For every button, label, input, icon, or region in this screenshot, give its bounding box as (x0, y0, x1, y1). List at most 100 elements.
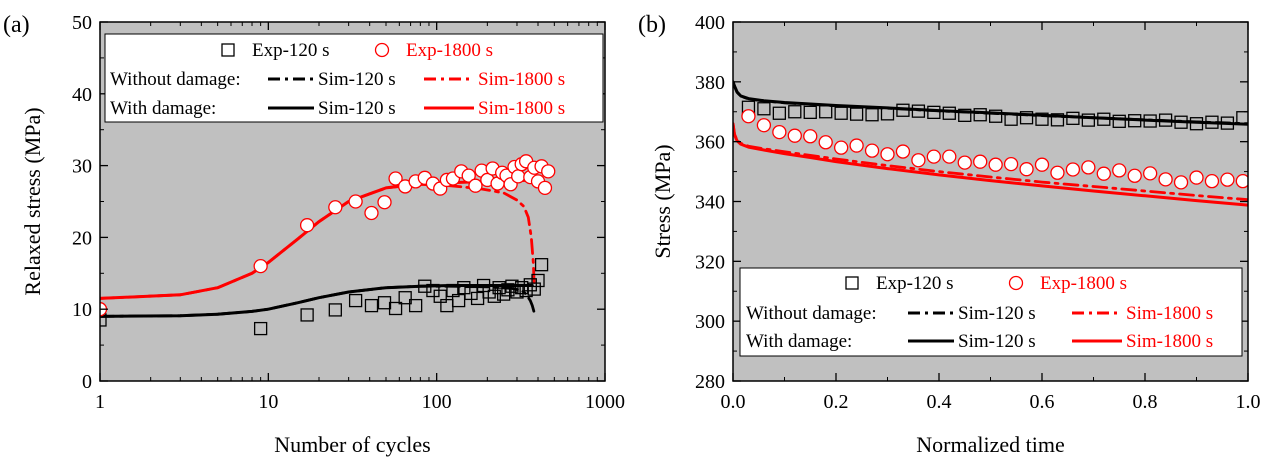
y-tick-label: 20 (72, 227, 92, 249)
x-tick-label: 100 (422, 391, 452, 413)
point-exp-120-s (942, 106, 956, 120)
point-exp-1800-s (1173, 175, 1189, 190)
point-exp-1800-s (895, 144, 911, 159)
x-tick-label: 1.0 (1236, 391, 1261, 413)
point-exp-1800-s (364, 205, 379, 221)
point-exp-1800-s (377, 195, 392, 210)
point-exp-120-s (1143, 114, 1157, 128)
point-exp-120-s (497, 287, 511, 301)
x-tick-label: 10 (258, 391, 278, 413)
point-exp-120-s (433, 289, 447, 303)
point-exp-1800-s (1065, 162, 1081, 177)
legend-group-with-damage: With damage: (746, 331, 852, 352)
point-exp-120-s (388, 301, 403, 316)
point-exp-1800-s (772, 124, 787, 140)
point-exp-1800-s (803, 129, 818, 144)
point-exp-1800-s (299, 218, 315, 233)
series-line-sim-1800-s-with-damage (733, 122, 1248, 207)
point-exp-120-s (534, 258, 549, 272)
point-exp-1800-s (911, 153, 926, 168)
point-exp-1800-s (818, 135, 833, 150)
legend-label-sim-120-s-without-damage: Sim-120 s (958, 303, 1036, 324)
point-exp-120-s (834, 106, 848, 120)
point-exp-1800-s (1034, 157, 1050, 172)
point-exp-120-s (487, 289, 501, 303)
y-tick-label: 0 (82, 371, 92, 393)
legend-label-exp-120-s: Exp-120 s (252, 40, 330, 61)
point-exp-1800-s (957, 155, 972, 170)
y-axis-label: Stress (MPa) (650, 144, 675, 258)
point-exp-120-s (482, 285, 496, 299)
legend-label-sim-1800-s-without-damage: Sim-1800 s (478, 69, 565, 90)
point-exp-1800-s (1019, 162, 1034, 177)
point-exp-120-s (1236, 111, 1248, 125)
legend-marker-exp-1800-s (1008, 275, 1024, 291)
legend-label-exp-120-s: Exp-120 s (876, 273, 954, 294)
point-exp-120-s (501, 283, 515, 297)
y-tick-label: 40 (72, 84, 92, 106)
point-exp-120-s (1035, 112, 1049, 126)
chart-panel-b: 0.0 0.2 0.4 0.6 0.8 1.0 280 300 320 340 360 380 400 (… (638, 12, 1261, 457)
legend-label-sim-1800-s-with-damage: Sim-1800 s (478, 98, 565, 119)
point-exp-120-s (1019, 111, 1034, 125)
point-exp-120-s (408, 298, 423, 313)
point-exp-1800-s (988, 157, 1003, 172)
point-exp-1800-s (1143, 166, 1158, 181)
point-exp-1800-s (973, 154, 988, 169)
point-exp-1800-s (541, 164, 556, 179)
panel-label: (b) (638, 12, 666, 38)
point-exp-1800-s (880, 147, 895, 162)
legend: Exp-120 s Exp-1800 s Without damage: Sim-12… (739, 267, 1243, 357)
point-exp-1800-s (741, 109, 756, 124)
point-exp-1800-s (1235, 174, 1248, 189)
point-exp-120-s (1158, 113, 1173, 127)
point-exp-120-s (1004, 112, 1018, 126)
series-line-sim-120-s-with-damage (733, 80, 1248, 126)
point-exp-1800-s (864, 143, 880, 158)
point-exp-1800-s (1204, 174, 1220, 189)
point-exp-1800-s (511, 169, 526, 184)
point-exp-120-s (1128, 114, 1142, 128)
point-exp-120-s (989, 109, 1003, 123)
x-tick-label: 0.2 (824, 391, 849, 413)
point-exp-120-s (1112, 114, 1126, 128)
y-tick-label: 10 (72, 299, 92, 321)
point-exp-120-s (788, 105, 802, 119)
point-exp-120-s (973, 108, 987, 122)
point-exp-120-s (1097, 112, 1111, 126)
point-exp-120-s (328, 303, 342, 317)
legend-label-sim-120-s-without-damage: Sim-120 s (318, 69, 396, 90)
point-exp-1800-s (849, 138, 864, 153)
point-exp-120-s (300, 308, 314, 322)
legend-group-without-damage: Without damage: (110, 69, 241, 90)
legend-label-exp-1800-s: Exp-1800 s (1040, 273, 1127, 294)
point-exp-120-s (849, 107, 864, 121)
x-tick-label: 0.4 (927, 391, 952, 413)
point-exp-120-s (1205, 115, 1219, 129)
point-exp-120-s (911, 104, 926, 118)
legend-group-without-damage: Without damage: (746, 303, 877, 324)
point-exp-1800-s (756, 118, 772, 133)
x-tick-label: 1 (95, 391, 105, 413)
x-tick-label: 0.6 (1030, 391, 1055, 413)
point-exp-120-s (927, 105, 941, 119)
legend-marker-exp-1800-s (374, 42, 390, 58)
point-exp-1800-s (468, 178, 483, 193)
point-exp-120-s (958, 108, 972, 122)
point-exp-120-s (819, 105, 833, 119)
point-exp-120-s (418, 279, 432, 293)
point-exp-120-s (100, 313, 107, 327)
legend-label-sim-120-s-with-damage: Sim-120 s (958, 331, 1036, 352)
point-exp-120-s (364, 298, 379, 313)
y-tick-label: 280 (695, 371, 725, 393)
point-exp-120-s (527, 282, 541, 296)
point-exp-120-s (253, 321, 268, 336)
point-exp-1800-s (348, 194, 363, 209)
x-tick-label: 1000 (585, 391, 625, 413)
point-exp-120-s (1174, 115, 1188, 129)
point-exp-120-s (531, 273, 545, 288)
y-axis-label: Relaxed stress (MPa) (20, 107, 45, 295)
point-exp-120-s (880, 107, 895, 121)
point-exp-120-s (451, 293, 466, 308)
